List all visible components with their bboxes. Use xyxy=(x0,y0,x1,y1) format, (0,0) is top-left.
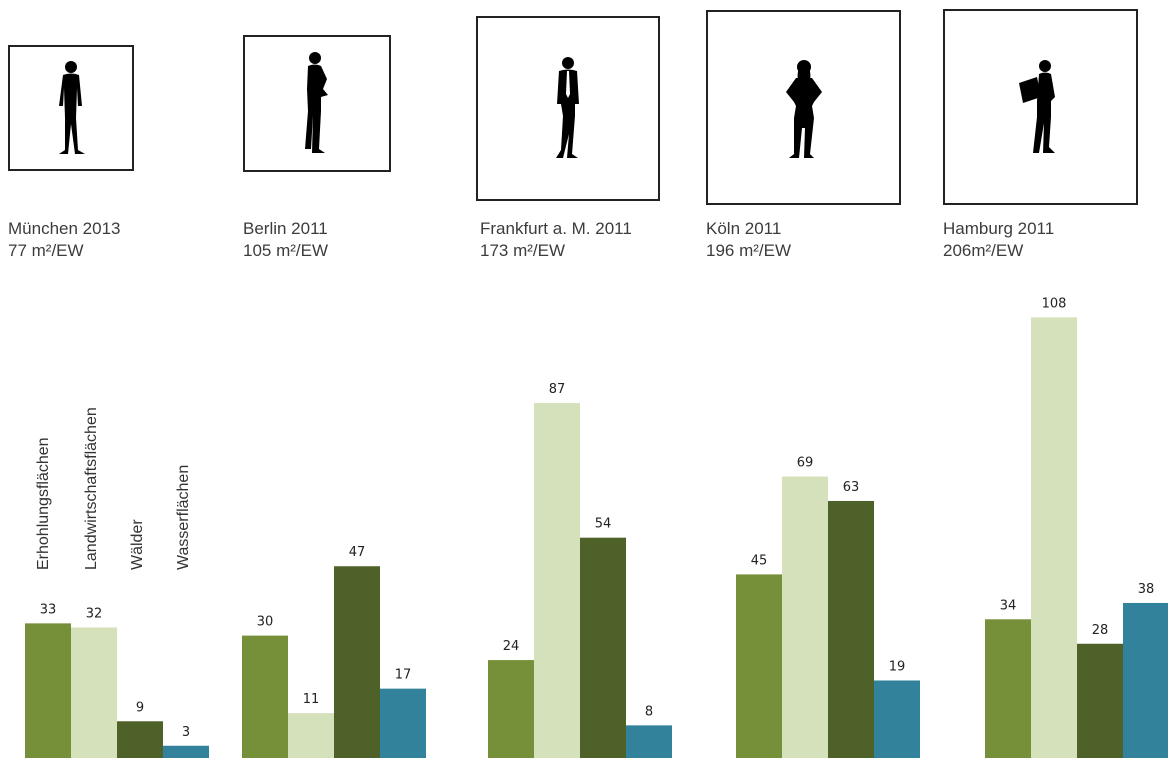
bar-value-label: 32 xyxy=(86,606,103,621)
city-frame-3 xyxy=(706,10,901,205)
bars: 33 30 24 45 34 32 11 87 69 108 9 47 54 63 28 3 17 8 19 38 xyxy=(25,296,1168,758)
bar-value-label: 9 xyxy=(136,700,144,715)
city-label-0: München 2013 77 m²/EW xyxy=(8,218,120,262)
bar-1-1 xyxy=(288,713,334,758)
city-label-4: Hamburg 2011 206m²/EW xyxy=(943,218,1054,262)
bar-0-3 xyxy=(163,745,209,758)
businessman-icon xyxy=(556,56,579,158)
city-name: Hamburg 2011 xyxy=(943,219,1055,238)
legend-label-0: Erhohlungsflächen xyxy=(35,437,52,570)
bar-value-label: 19 xyxy=(889,659,906,674)
city-area: 77 m²/EW xyxy=(8,241,84,260)
bar-2-2 xyxy=(580,537,626,758)
city-name: Köln 2011 xyxy=(706,219,782,238)
bar-1-0 xyxy=(242,635,288,758)
bar-4-1 xyxy=(1031,317,1077,758)
city-label-2: Frankfurt a. M. 2011 173 m²/EW xyxy=(480,218,632,262)
bar-value-label: 38 xyxy=(1138,582,1155,597)
bar-value-label: 11 xyxy=(303,692,320,707)
woman-hands-on-hips-icon xyxy=(785,59,822,158)
bar-4-0 xyxy=(985,619,1031,758)
city-area: 196 m²/EW xyxy=(706,241,792,260)
bar-3-3 xyxy=(874,680,920,758)
city-frame-2 xyxy=(476,16,660,201)
bar-3-0 xyxy=(736,574,782,758)
bar-value-label: 24 xyxy=(503,639,520,654)
bar-3-2 xyxy=(828,500,874,758)
bar-3-1 xyxy=(782,476,828,758)
bar-value-label: 54 xyxy=(595,517,612,532)
city-label-3: Köln 2011 196 m²/EW xyxy=(706,218,791,262)
bar-2-0 xyxy=(488,660,534,758)
standing-man-icon xyxy=(59,61,85,154)
bar-value-label: 3 xyxy=(182,725,190,740)
bar-value-label: 87 xyxy=(549,382,566,397)
legend-label-3: Wasserflächen xyxy=(175,465,192,570)
city-frame-0 xyxy=(8,45,134,171)
bar-value-label: 45 xyxy=(751,553,768,568)
city-label-1: Berlin 2011 105 m²/EW xyxy=(243,218,328,262)
city-area: 206m²/EW xyxy=(943,241,1024,260)
bar-0-2 xyxy=(117,721,163,758)
city-area: 173 m²/EW xyxy=(480,241,566,260)
legend-label-1: Landwirtschaftsflächen xyxy=(83,407,100,570)
bar-value-label: 63 xyxy=(843,480,860,495)
city-area: 105 m²/EW xyxy=(243,241,329,260)
legend-label-2: Wälder xyxy=(129,519,146,570)
city-frame-4 xyxy=(943,9,1138,205)
city-frame-1 xyxy=(243,35,391,172)
man-with-papers-icon xyxy=(1018,60,1055,153)
bar-2-1 xyxy=(534,403,580,758)
bar-value-label: 108 xyxy=(1042,296,1067,311)
bar-value-label: 8 xyxy=(645,704,653,719)
bar-value-label: 17 xyxy=(395,668,412,683)
bar-value-label: 30 xyxy=(257,615,274,630)
legend: Erhohlungsflächen Landwirtschaftsflächen W… xyxy=(35,407,192,570)
bar-value-label: 33 xyxy=(40,602,57,617)
bar-value-label: 47 xyxy=(349,545,366,560)
bar-0-0 xyxy=(25,623,71,758)
city-name: München 2013 xyxy=(8,219,121,238)
bar-2-3 xyxy=(626,725,672,758)
bar-value-label: 69 xyxy=(797,455,814,470)
bar-1-3 xyxy=(380,688,426,758)
bar-0-1 xyxy=(71,627,117,758)
bar-value-label: 28 xyxy=(1092,623,1109,638)
city-name: Berlin 2011 xyxy=(243,219,328,238)
bar-4-2 xyxy=(1077,643,1123,758)
bar-1-2 xyxy=(334,566,380,758)
man-hand-on-hip-icon xyxy=(305,51,328,153)
bar-4-3 xyxy=(1123,602,1168,758)
city-name: Frankfurt a. M. 2011 xyxy=(480,219,632,238)
bar-value-label: 34 xyxy=(1000,598,1017,613)
